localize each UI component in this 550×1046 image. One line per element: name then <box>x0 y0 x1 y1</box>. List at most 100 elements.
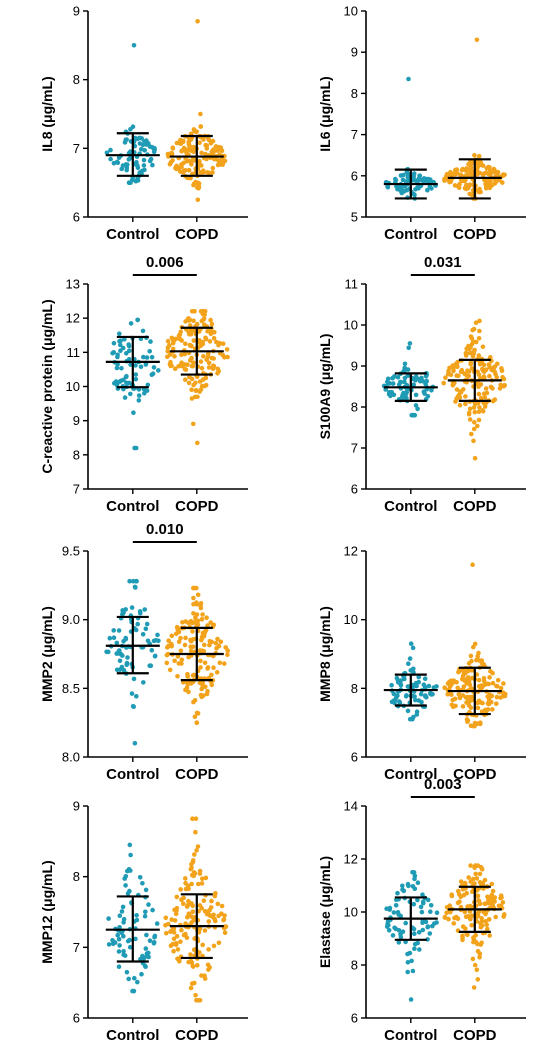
data-point <box>442 176 447 182</box>
data-point <box>169 644 174 649</box>
data-point <box>448 372 454 378</box>
data-point <box>413 680 419 686</box>
data-point <box>458 390 464 395</box>
data-point <box>188 985 194 991</box>
data-point <box>114 640 120 646</box>
data-point <box>474 166 480 172</box>
data-point <box>472 865 477 870</box>
data-point <box>431 685 437 690</box>
data-point <box>188 952 193 957</box>
data-point <box>452 915 457 921</box>
data-point <box>121 949 126 954</box>
data-point <box>141 157 147 163</box>
data-point <box>172 918 178 923</box>
data-point <box>475 654 481 659</box>
data-point <box>390 381 396 386</box>
data-point <box>207 642 212 648</box>
data-point <box>494 701 499 706</box>
data-point <box>183 367 189 373</box>
y-tick-label: 7 <box>73 482 80 497</box>
data-point <box>117 658 123 664</box>
data-point <box>464 890 470 896</box>
data-point <box>197 868 203 874</box>
data-point <box>468 360 474 366</box>
data-point <box>467 406 473 412</box>
data-point <box>471 985 477 990</box>
data-point <box>392 698 398 703</box>
data-point <box>191 318 196 324</box>
data-point <box>414 709 420 714</box>
data-point <box>479 683 484 688</box>
x-category-label: COPD <box>453 226 497 243</box>
data-point <box>407 716 413 722</box>
y-tick-label: 8 <box>351 958 358 973</box>
data-point <box>190 363 196 369</box>
x-category-label: COPD <box>453 766 497 783</box>
data-point <box>183 687 188 693</box>
data-point <box>186 886 191 892</box>
data-point <box>406 661 411 666</box>
x-category-label: Control <box>106 1027 159 1044</box>
data-point <box>219 911 224 916</box>
data-point <box>449 692 454 697</box>
data-point <box>405 171 411 177</box>
data-point <box>199 163 204 168</box>
data-point <box>405 708 411 714</box>
data-point <box>143 964 148 969</box>
data-point <box>449 172 454 177</box>
data-point <box>202 928 208 933</box>
data-point <box>204 615 209 620</box>
data-point <box>422 391 427 396</box>
data-point <box>191 382 196 388</box>
data-point <box>220 341 226 347</box>
data-point <box>165 354 170 360</box>
data-point <box>211 147 216 152</box>
data-point <box>189 343 194 349</box>
data-point <box>480 344 486 350</box>
data-point <box>466 161 471 167</box>
data-point <box>108 147 113 153</box>
y-tick-label: 8 <box>351 400 358 415</box>
data-point <box>476 384 481 390</box>
data-point <box>164 652 170 658</box>
data-point <box>136 398 142 403</box>
data-point <box>474 700 480 706</box>
data-point <box>434 910 440 915</box>
data-point <box>189 387 194 393</box>
data-point <box>112 380 117 386</box>
panel-5: 8.0 8.5 9.0 9.5 Control COPD MMP2 (μg/mL) 0.010 <box>39 521 248 783</box>
data-point <box>486 701 492 707</box>
data-point <box>409 958 414 964</box>
data-point <box>425 924 431 929</box>
data-point <box>175 674 180 679</box>
data-point <box>457 899 462 904</box>
data-point <box>189 865 194 871</box>
data-point <box>188 648 194 654</box>
data-point <box>198 359 204 364</box>
data-point <box>415 940 421 946</box>
data-point <box>492 369 498 375</box>
data-point <box>104 150 110 156</box>
data-point <box>204 143 210 148</box>
data-point <box>407 341 413 346</box>
data-point <box>477 405 482 410</box>
data-point <box>140 142 146 148</box>
y-tick-label: 10 <box>344 318 358 333</box>
data-point <box>470 350 475 355</box>
data-point <box>114 159 120 165</box>
data-point <box>494 694 500 700</box>
data-point <box>210 165 216 171</box>
data-point <box>496 903 502 909</box>
y-tick-label: 8.5 <box>62 681 80 696</box>
data-point <box>179 164 184 169</box>
data-point <box>151 941 157 946</box>
data-point <box>117 331 122 337</box>
data-point <box>457 402 463 408</box>
data-point <box>477 328 482 334</box>
data-point <box>470 562 475 567</box>
data-point <box>199 318 205 324</box>
data-point <box>191 918 196 923</box>
data-point <box>462 178 467 184</box>
data-point <box>480 700 485 706</box>
data-point <box>142 913 148 919</box>
